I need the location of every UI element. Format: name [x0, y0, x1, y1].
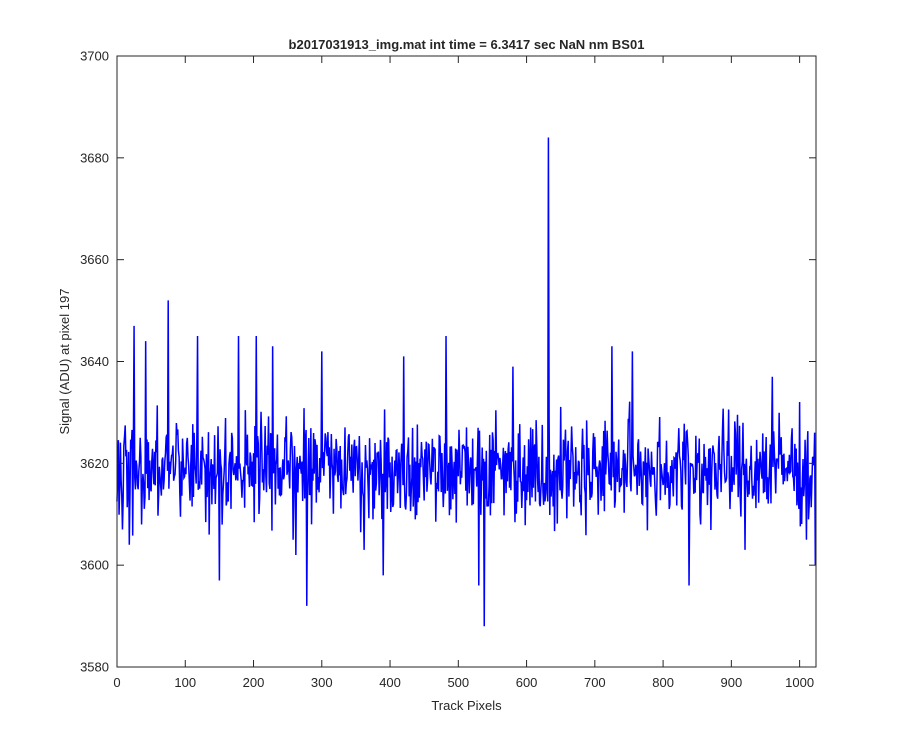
y-tick-label: 3700: [80, 49, 109, 64]
signal-series-line: [116, 137, 817, 627]
x-tick-label: 1000: [785, 675, 814, 690]
chart-title: b2017031913_img.mat int time = 6.3417 se…: [289, 37, 645, 52]
plot-area: [117, 56, 816, 667]
x-tick-label: 800: [652, 675, 674, 690]
x-axis-ticks: 0 100 200 300 400 500 600 700 800 900 1000: [113, 56, 814, 690]
x-tick-label: 500: [447, 675, 469, 690]
y-tick-label: 3580: [80, 660, 109, 675]
y-axis-label: Signal (ADU) at pixel 197: [57, 289, 72, 435]
y-tick-label: 3620: [80, 456, 109, 471]
x-tick-label: 300: [311, 675, 333, 690]
x-tick-label: 200: [243, 675, 265, 690]
series-layer: [116, 137, 817, 627]
x-tick-label: 700: [584, 675, 606, 690]
y-tick-label: 3660: [80, 252, 109, 267]
x-axis-label: Track Pixels: [431, 698, 502, 713]
x-tick-label: 600: [516, 675, 538, 690]
y-axis-ticks: 3580 3600 3620 3640 3660 3680 3700: [80, 49, 816, 675]
x-tick-label: 0: [113, 675, 120, 690]
y-tick-label: 3640: [80, 354, 109, 369]
x-tick-label: 400: [379, 675, 401, 690]
y-tick-label: 3600: [80, 558, 109, 573]
y-tick-label: 3680: [80, 150, 109, 165]
x-tick-label: 900: [721, 675, 743, 690]
x-tick-label: 100: [174, 675, 196, 690]
